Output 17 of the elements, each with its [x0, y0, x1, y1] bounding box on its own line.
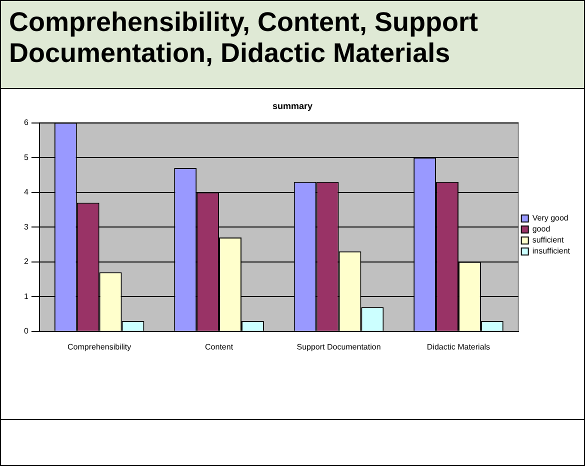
y-tick-label: 6: [24, 118, 29, 128]
y-tick-label: 1: [24, 292, 29, 301]
y-tick-label: 2: [24, 257, 29, 266]
chart-subtitle: summary: [271, 101, 314, 111]
legend-label: sufficient: [532, 236, 565, 245]
y-tick-label: 5: [24, 152, 29, 162]
y-tick-label: 0: [24, 326, 29, 336]
legend-label: insufficient: [532, 246, 571, 256]
legend-label: Very good: [532, 214, 568, 223]
chart-title: Comprehensibility, Content, Support Documentation, Didactic Materials: [1, 1, 584, 89]
x-tick-label: Support Documentation: [296, 342, 381, 352]
x-tick-label: Didactic Materials: [426, 342, 490, 352]
legend-label: good: [532, 224, 550, 234]
x-tick-label: Comprehensibility: [68, 342, 132, 352]
x-tick-label: Content: [205, 342, 234, 352]
y-tick-label: 4: [24, 188, 29, 197]
y-tick-label: 3: [24, 222, 29, 232]
